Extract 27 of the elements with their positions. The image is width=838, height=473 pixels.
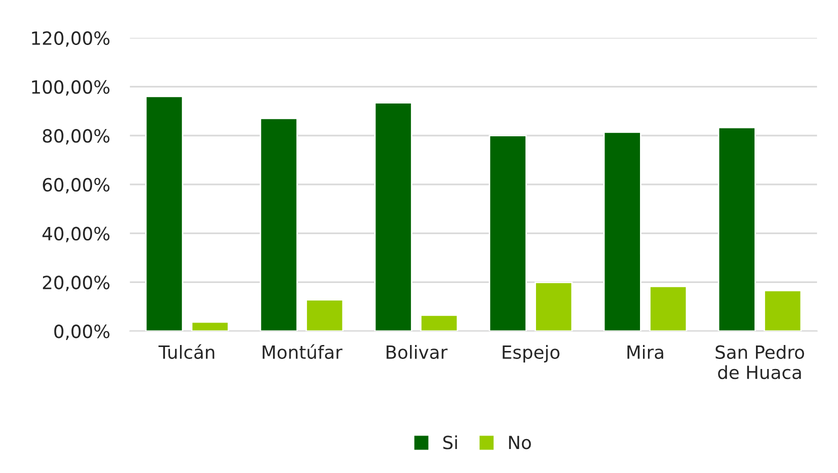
bar <box>534 282 573 332</box>
bar <box>718 126 756 332</box>
y-tick-label: 60,00% <box>42 178 110 194</box>
bar <box>260 118 298 332</box>
bar <box>764 290 802 332</box>
x-tick-label: Montúfar <box>262 344 342 359</box>
x-tick-label: Espejo <box>502 344 560 362</box>
y-tick-label: 100,00% <box>32 80 110 96</box>
y-tick-label: 40,00% <box>42 226 110 242</box>
x-tick-label: Bolivar <box>386 344 448 359</box>
legend-label: No <box>509 436 531 450</box>
bar <box>488 134 527 332</box>
x-tick-label: Mira <box>627 344 664 359</box>
x-tick-label: San Pedro de Huaca <box>716 344 804 380</box>
y-tick-label: 20,00% <box>42 276 110 292</box>
bar <box>420 314 458 332</box>
bar <box>306 299 344 332</box>
bar <box>191 321 230 332</box>
bar <box>603 131 642 332</box>
x-tick-label: Tulcán <box>158 344 214 359</box>
y-tick-label: 120,00% <box>32 31 110 47</box>
legend-label: Si <box>443 435 457 450</box>
bar <box>374 102 412 332</box>
bar <box>145 96 184 332</box>
y-tick-label: 0,00% <box>54 324 110 340</box>
y-tick-label: 80,00% <box>42 129 110 145</box>
bar <box>649 286 688 332</box>
